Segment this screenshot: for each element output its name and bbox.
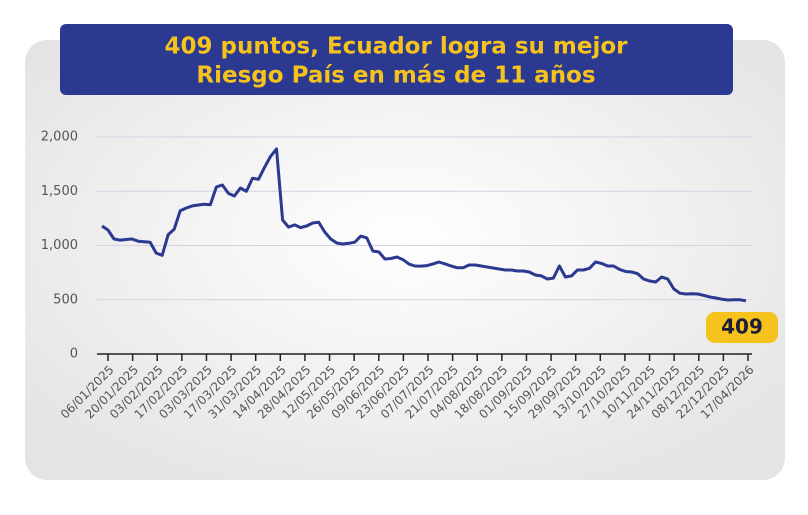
chart-title: Riesgo País en más de 11 años — [196, 63, 595, 89]
y-tick-label: 2,000 — [41, 130, 78, 145]
y-tick-label: 500 — [53, 292, 78, 307]
y-tick-label: 1,000 — [41, 238, 78, 253]
y-tick-label: 1,500 — [41, 184, 78, 199]
title-box — [60, 24, 733, 95]
annotation: 409 — [721, 315, 763, 339]
y-tick-label: 0 — [70, 347, 78, 362]
line — [101, 147, 747, 303]
chart-title: 409 puntos, Ecuador logra su mejor — [165, 34, 629, 60]
annotation-badge — [706, 312, 778, 343]
